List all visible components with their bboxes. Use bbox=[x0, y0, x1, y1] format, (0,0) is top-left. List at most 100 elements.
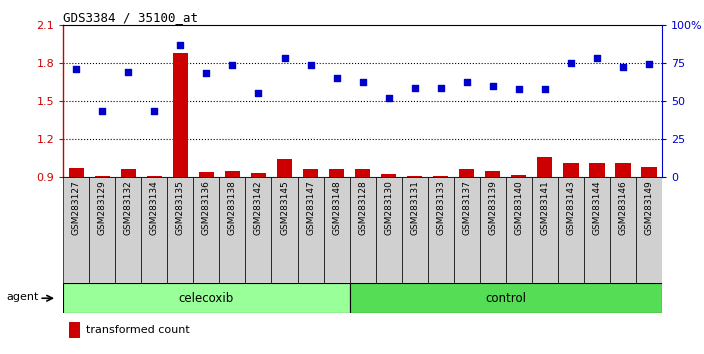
Point bbox=[96, 108, 108, 114]
Bar bbox=[142, 177, 168, 283]
Bar bbox=[324, 177, 350, 283]
Bar bbox=[459, 170, 474, 177]
Text: GSM283138: GSM283138 bbox=[228, 180, 237, 235]
Bar bbox=[199, 172, 214, 177]
Bar bbox=[63, 283, 350, 313]
Bar bbox=[63, 177, 89, 283]
Point bbox=[513, 87, 524, 92]
Point bbox=[565, 60, 577, 66]
Bar bbox=[401, 177, 427, 283]
Point bbox=[279, 55, 290, 61]
Bar bbox=[381, 175, 396, 177]
Bar bbox=[505, 177, 532, 283]
Point bbox=[305, 63, 316, 68]
Text: GSM283131: GSM283131 bbox=[410, 180, 419, 235]
Point bbox=[539, 87, 551, 92]
Point bbox=[357, 79, 368, 85]
Bar bbox=[69, 321, 80, 337]
Bar bbox=[350, 177, 375, 283]
Bar bbox=[511, 175, 527, 177]
Text: agent: agent bbox=[6, 292, 39, 302]
Bar bbox=[584, 177, 610, 283]
Bar bbox=[277, 159, 292, 177]
Text: GSM283142: GSM283142 bbox=[254, 180, 263, 235]
Point bbox=[487, 83, 498, 88]
Text: GSM283140: GSM283140 bbox=[514, 180, 523, 235]
Bar bbox=[120, 170, 136, 177]
Bar bbox=[298, 177, 324, 283]
Point bbox=[643, 61, 655, 67]
Bar bbox=[453, 177, 479, 283]
Bar bbox=[375, 177, 401, 283]
Text: GSM283145: GSM283145 bbox=[280, 180, 289, 235]
Text: GSM283127: GSM283127 bbox=[72, 180, 81, 235]
Point bbox=[383, 96, 394, 101]
Bar bbox=[115, 177, 142, 283]
Point bbox=[70, 66, 82, 72]
Bar bbox=[558, 177, 584, 283]
Bar bbox=[641, 167, 657, 177]
Bar bbox=[589, 163, 605, 177]
Text: transformed count: transformed count bbox=[86, 325, 190, 335]
Text: GSM283149: GSM283149 bbox=[644, 180, 653, 235]
Bar bbox=[225, 171, 240, 177]
Bar bbox=[220, 177, 246, 283]
Point bbox=[435, 85, 446, 91]
Bar bbox=[610, 177, 636, 283]
Text: GSM283141: GSM283141 bbox=[540, 180, 549, 235]
Text: GSM283147: GSM283147 bbox=[306, 180, 315, 235]
Bar bbox=[251, 173, 266, 177]
Bar bbox=[246, 177, 272, 283]
Point bbox=[617, 64, 629, 69]
Text: GSM283135: GSM283135 bbox=[176, 180, 185, 235]
Bar bbox=[479, 177, 505, 283]
Text: GSM283148: GSM283148 bbox=[332, 180, 341, 235]
Text: GSM283134: GSM283134 bbox=[150, 180, 159, 235]
Text: GSM283132: GSM283132 bbox=[124, 180, 133, 235]
Point bbox=[227, 63, 238, 68]
Bar bbox=[485, 171, 501, 177]
Bar bbox=[329, 170, 344, 177]
Text: GDS3384 / 35100_at: GDS3384 / 35100_at bbox=[63, 11, 199, 24]
Bar bbox=[68, 168, 84, 177]
Text: GSM283144: GSM283144 bbox=[592, 180, 601, 235]
Bar bbox=[532, 177, 558, 283]
Bar bbox=[407, 176, 422, 177]
Text: GSM283136: GSM283136 bbox=[202, 180, 211, 235]
Text: GSM283133: GSM283133 bbox=[436, 180, 445, 235]
Point bbox=[409, 85, 420, 91]
Bar bbox=[350, 283, 662, 313]
Text: GSM283128: GSM283128 bbox=[358, 180, 367, 235]
Bar bbox=[636, 177, 662, 283]
Text: GSM283143: GSM283143 bbox=[566, 180, 575, 235]
Bar bbox=[427, 177, 453, 283]
Bar bbox=[433, 176, 448, 177]
Bar bbox=[89, 177, 115, 283]
Bar bbox=[615, 163, 631, 177]
Text: celecoxib: celecoxib bbox=[179, 292, 234, 305]
Point bbox=[591, 55, 603, 61]
Point bbox=[122, 69, 134, 75]
Bar bbox=[563, 163, 579, 177]
Bar bbox=[94, 176, 111, 177]
Bar bbox=[194, 177, 220, 283]
Text: GSM283139: GSM283139 bbox=[488, 180, 497, 235]
Bar bbox=[355, 169, 370, 177]
Text: GSM283137: GSM283137 bbox=[462, 180, 471, 235]
Point bbox=[461, 79, 472, 85]
Text: GSM283146: GSM283146 bbox=[618, 180, 627, 235]
Bar bbox=[537, 157, 553, 177]
Point bbox=[201, 70, 212, 76]
Bar bbox=[272, 177, 298, 283]
Bar bbox=[303, 169, 318, 177]
Text: control: control bbox=[485, 292, 526, 305]
Bar bbox=[146, 176, 162, 177]
Point bbox=[331, 75, 342, 81]
Bar bbox=[168, 177, 194, 283]
Text: GSM283130: GSM283130 bbox=[384, 180, 393, 235]
Text: GSM283129: GSM283129 bbox=[98, 180, 107, 235]
Point bbox=[175, 42, 186, 48]
Bar bbox=[172, 53, 188, 177]
Point bbox=[253, 90, 264, 96]
Point bbox=[149, 108, 160, 114]
